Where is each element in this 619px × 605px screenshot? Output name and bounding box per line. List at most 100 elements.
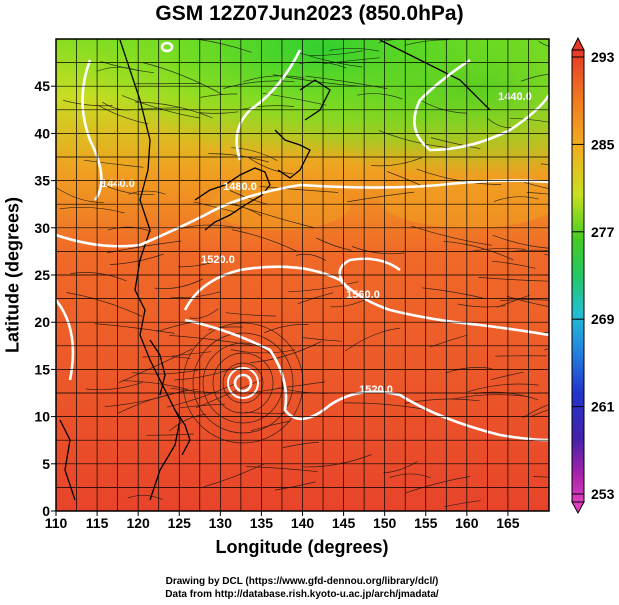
colorbar: 293 285 277 269 261 253 [571, 36, 615, 515]
streamline [122, 380, 187, 390]
streamline [63, 100, 113, 107]
cyclone-streamline [192, 332, 294, 434]
streamline [137, 39, 142, 40]
streamline [329, 48, 379, 52]
streamline [146, 433, 194, 436]
streamline [178, 262, 213, 268]
streamline [500, 299, 549, 301]
streamline [229, 190, 268, 205]
credit-line-2: Data from http://database.rish.kyoto-u.a… [165, 589, 439, 600]
contour-label: 1440.0 [101, 178, 135, 190]
x-tick-label: 165 [496, 515, 520, 531]
streamline [443, 241, 514, 261]
streamline [132, 368, 204, 375]
streamline [231, 229, 298, 253]
y-tick-label: 0 [42, 503, 50, 519]
streamline [343, 402, 432, 411]
streamline [121, 95, 200, 119]
streamline [351, 246, 405, 255]
streamline [357, 93, 403, 100]
streamline [371, 157, 423, 167]
streamline [66, 292, 143, 317]
streamline [59, 206, 125, 214]
y-tick-label: 15 [34, 361, 50, 377]
cyclone-streamline [222, 362, 264, 404]
colorbar-label: 269 [591, 311, 615, 327]
streamline [492, 234, 549, 249]
streamline [118, 348, 193, 384]
contour-label: 1560.0 [346, 289, 380, 301]
streamline [322, 57, 380, 65]
x-tick-label: 115 [86, 515, 109, 531]
streamline [296, 253, 327, 261]
streamline [297, 292, 334, 305]
cyclone-streamline [182, 322, 304, 444]
streamline [444, 500, 481, 508]
streamline [169, 335, 253, 346]
streamline [346, 191, 415, 203]
streamline [169, 414, 206, 432]
streamline [223, 80, 295, 89]
streamline [526, 192, 549, 195]
streamline [104, 388, 189, 408]
streamline [70, 272, 127, 282]
x-tick-label: 140 [291, 515, 315, 531]
x-axis-ticks: 110 115 120 125 130 135 140 145 150 155 160 165 [45, 511, 520, 531]
streamline [538, 41, 549, 47]
streamline [274, 481, 316, 491]
streamline [189, 308, 219, 319]
y-tick-label: 10 [34, 409, 50, 425]
streamline [451, 394, 529, 400]
streamline [511, 249, 549, 252]
streamline [259, 186, 339, 193]
credit-line-1: Drawing by DCL (https://www.gfd-dennou.o… [165, 576, 439, 587]
streamline [540, 163, 549, 166]
streamline [98, 105, 149, 125]
x-tick-label: 130 [209, 515, 233, 531]
streamline [156, 321, 193, 333]
colorbar-label: 261 [591, 399, 615, 415]
streamline [411, 225, 492, 246]
streamline [533, 476, 549, 478]
streamline [490, 371, 524, 381]
streamline [199, 111, 239, 114]
streamline [174, 365, 241, 381]
x-tick-label: 160 [455, 515, 479, 531]
streamline [142, 356, 191, 359]
streamline [532, 409, 549, 417]
y-tick-label: 30 [34, 220, 50, 236]
contour-label: 1480.0 [223, 181, 257, 193]
cyclone-streamline [202, 342, 284, 424]
streamline [493, 196, 539, 202]
streamline [134, 101, 213, 119]
streamline [309, 50, 363, 56]
streamline [250, 420, 291, 432]
streamline [422, 287, 484, 299]
x-tick-label: 135 [250, 515, 274, 531]
y-tick-label: 40 [34, 125, 50, 141]
streamline [522, 403, 549, 419]
streamline [404, 39, 450, 46]
y-tick-label: 5 [42, 456, 50, 472]
y-tick-label: 20 [34, 314, 50, 330]
x-tick-label: 155 [414, 515, 438, 531]
streamline [544, 348, 549, 351]
x-tick-label: 125 [168, 515, 192, 531]
streamline [171, 351, 212, 357]
streamline [99, 182, 155, 195]
streamline [457, 303, 506, 308]
streamline [243, 75, 305, 83]
x-tick-label: 145 [332, 515, 356, 531]
streamline [467, 383, 539, 393]
streamline [344, 327, 401, 352]
chart-title: GSM 12Z07Jun2023 (850.0hPa) [155, 2, 464, 25]
streamline [469, 247, 526, 253]
colorbar-label: 293 [591, 49, 615, 65]
streamline [230, 349, 296, 354]
contour-label: 1520.0 [201, 254, 235, 266]
height-contours [56, 41, 549, 442]
streamline [225, 312, 276, 317]
streamline [383, 461, 418, 474]
